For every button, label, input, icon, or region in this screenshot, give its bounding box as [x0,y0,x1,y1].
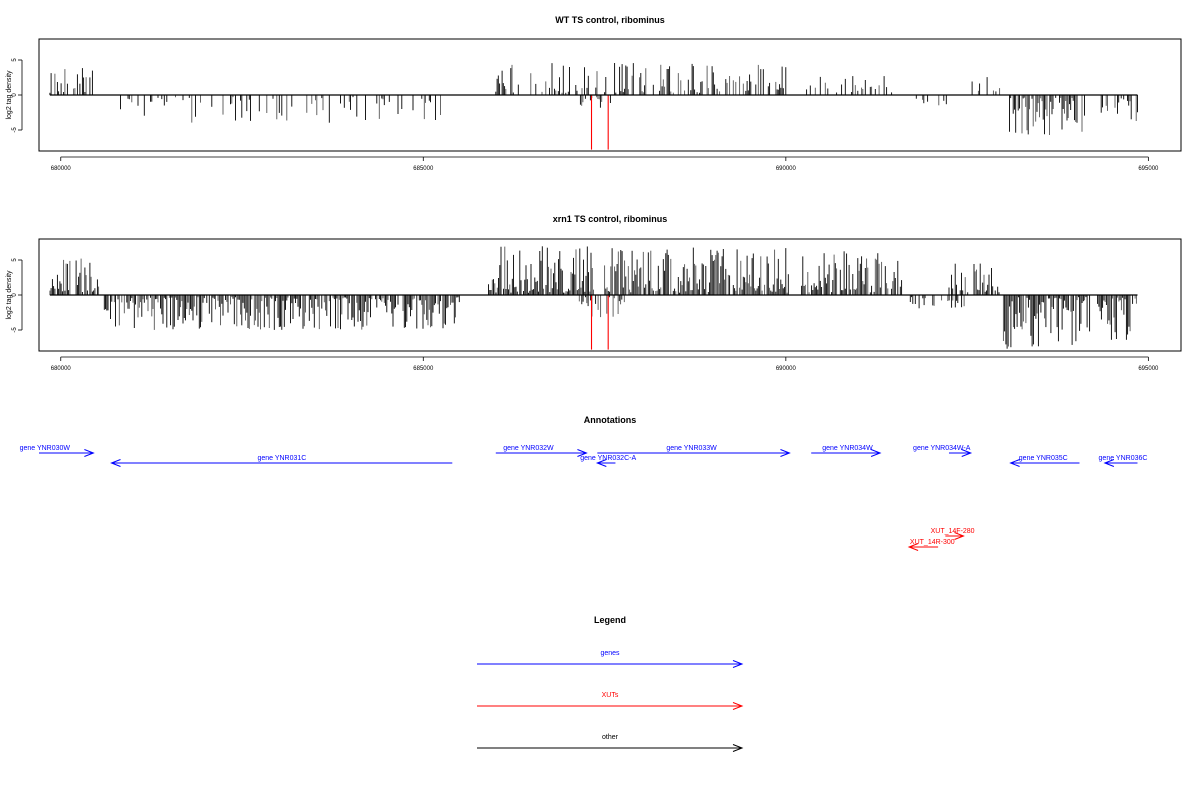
annotation-label: gene YNR030W [20,445,71,452]
wt-density-bars [49,63,1138,135]
annotation-label: gene YNR034W [822,445,873,452]
wt-x-axis: 680000 685000 690000 695000 [51,156,1159,172]
annotation-label: XUT_14F-280 [931,528,975,535]
wt-y-axis-label: log2 tag density [6,70,13,120]
annotation-label: gene YNR035C [1019,455,1068,462]
annotation-label: gene YNR036C [1099,455,1148,462]
x-tick-label: 680000 [51,366,72,372]
legend-label: XUTs [602,692,619,699]
annotation-feature: gene YNR033W [597,445,791,457]
xrn1-highlight-bars [590,295,609,350]
y-tick-label: 0 [12,93,18,97]
feature-arrow-head [954,532,965,540]
annotation-feature: gene YNR030W [20,445,95,457]
xrn1-track-panel: xrn1 TS control, ribominus -505 680000 68… [6,214,1182,372]
feature-arrow-head [780,449,791,457]
annotation-features: gene YNR030W gene YNR031C gene YNR032W gene… [20,445,1148,551]
annotation-feature: gene YNR035C [1009,455,1080,467]
feature-arrow-head [907,543,919,551]
annotation-feature: gene YNR032C-A [580,455,636,467]
feature-arrow-head [595,459,607,467]
annotation-label: gene YNR032C-A [580,455,636,462]
annotation-feature: XUT_14F-280 [931,528,975,540]
wt-y-axis: -5 0 5 [12,58,23,133]
wt-track-panel: WT TS control, ribominus -5 0 5 680000 6850… [6,15,1182,172]
wt-plot-frame [38,38,1182,152]
y-tick-label: 0 [12,293,18,297]
legend-entry: other [477,734,744,752]
wt-highlight-bars [590,95,609,150]
legend-label: other [602,734,619,741]
feature-arrow-head [1103,459,1115,467]
x-tick-label: 695000 [1138,166,1159,172]
annotation-label: gene YNR031C [257,455,306,462]
x-tick-label: 685000 [413,366,434,372]
feature-arrow-head [732,744,744,752]
annotation-feature: XUT_14R-300 [907,539,955,551]
annotation-label: gene YNR034W-A [913,445,971,452]
feature-arrow-head [870,449,882,457]
annotations-title: Annotations [584,415,637,425]
feature-arrow-head [1009,459,1020,467]
x-tick-label: 685000 [413,166,434,172]
xrn1-plot-frame [38,238,1182,352]
legend-title: Legend [594,615,626,625]
y-tick-label: 5 [12,258,18,262]
annotation-label: XUT_14R-300 [910,539,955,546]
legend-label: genes [600,650,620,657]
legend-entries: genes XUTs other [477,650,744,752]
x-tick-label: 690000 [776,166,797,172]
feature-arrow-head [577,449,588,457]
feature-arrow-head [961,449,973,457]
x-tick-label: 690000 [776,366,797,372]
wt-track-title: WT TS control, ribominus [555,15,665,25]
y-tick-label: -5 [12,127,18,133]
feature-arrow-head [84,449,95,457]
legend-entry: genes [477,650,744,668]
annotation-feature: gene YNR036C [1099,455,1148,467]
legend-entry: XUTs [477,692,744,710]
xrn1-y-axis-label: log2 tag density [6,270,13,320]
feature-arrow-head [110,459,121,467]
xrn1-track-title: xrn1 TS control, ribominus [553,214,668,224]
y-tick-label: 5 [12,58,18,62]
annotation-feature: gene YNR034W-A [913,445,973,457]
xrn1-density-bars [49,246,1137,349]
annotation-label: gene YNR033W [666,445,717,452]
annotation-feature: gene YNR034W [811,445,882,457]
y-tick-label: -5 [12,327,18,333]
x-tick-label: 680000 [51,166,72,172]
annotation-label: gene YNR032W [503,445,554,452]
legend-panel: Legend genes XUTs other [477,615,744,752]
x-tick-label: 695000 [1138,366,1159,372]
annotation-feature: gene YNR031C [110,455,453,467]
xrn1-x-axis: 680000 685000 690000 695000 [51,356,1159,372]
feature-arrow-head [732,702,744,710]
xrn1-y-axis: -5 0 5 [12,258,23,333]
annotation-feature: gene YNR032W [495,445,588,457]
feature-arrow-head [732,660,744,668]
